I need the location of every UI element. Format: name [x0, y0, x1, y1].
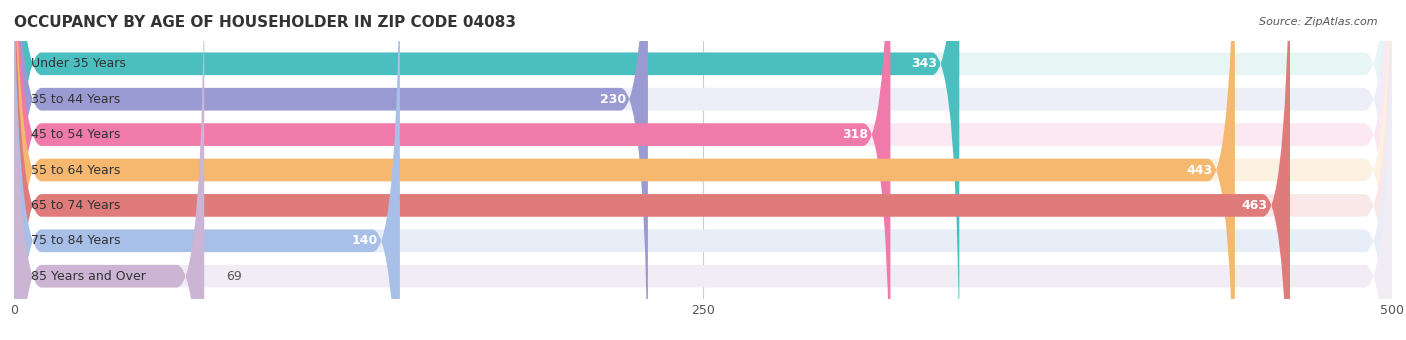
FancyBboxPatch shape	[14, 0, 1392, 340]
FancyBboxPatch shape	[14, 0, 1392, 340]
Text: 140: 140	[352, 234, 378, 247]
FancyBboxPatch shape	[14, 0, 1392, 340]
FancyBboxPatch shape	[14, 0, 1392, 340]
FancyBboxPatch shape	[14, 0, 648, 340]
FancyBboxPatch shape	[14, 0, 1392, 340]
Text: 35 to 44 Years: 35 to 44 Years	[31, 93, 120, 106]
Text: 343: 343	[911, 57, 938, 70]
Text: 45 to 54 Years: 45 to 54 Years	[31, 128, 120, 141]
Text: 443: 443	[1187, 164, 1213, 176]
Text: 230: 230	[600, 93, 626, 106]
FancyBboxPatch shape	[14, 0, 959, 340]
Text: 65 to 74 Years: 65 to 74 Years	[31, 199, 120, 212]
Text: 75 to 84 Years: 75 to 84 Years	[31, 234, 120, 247]
Text: Under 35 Years: Under 35 Years	[31, 57, 125, 70]
Text: 463: 463	[1241, 199, 1268, 212]
FancyBboxPatch shape	[14, 0, 1289, 340]
FancyBboxPatch shape	[14, 0, 1392, 340]
FancyBboxPatch shape	[14, 0, 204, 340]
Text: OCCUPANCY BY AGE OF HOUSEHOLDER IN ZIP CODE 04083: OCCUPANCY BY AGE OF HOUSEHOLDER IN ZIP C…	[14, 15, 516, 30]
FancyBboxPatch shape	[14, 0, 890, 340]
Text: 55 to 64 Years: 55 to 64 Years	[31, 164, 120, 176]
Text: Source: ZipAtlas.com: Source: ZipAtlas.com	[1260, 17, 1378, 27]
Text: 85 Years and Over: 85 Years and Over	[31, 270, 145, 283]
FancyBboxPatch shape	[14, 0, 1392, 340]
Text: 318: 318	[842, 128, 869, 141]
Text: 69: 69	[226, 270, 242, 283]
FancyBboxPatch shape	[14, 0, 399, 340]
FancyBboxPatch shape	[14, 0, 1234, 340]
